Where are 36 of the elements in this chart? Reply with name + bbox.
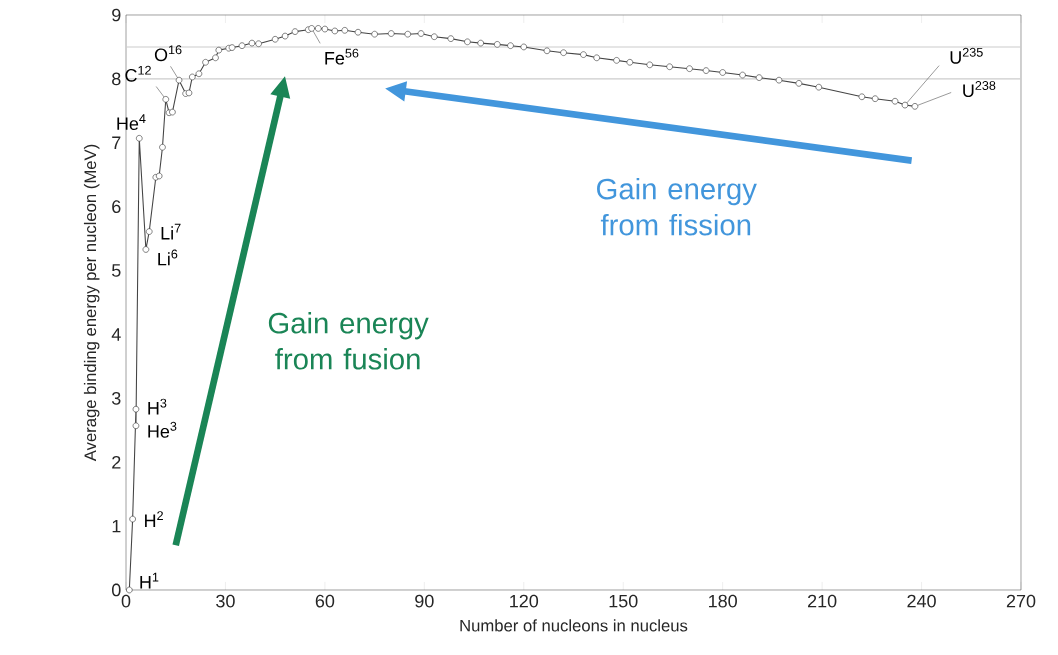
annotation: Fe$^{56}$ bbox=[325, 48, 359, 65]
x-tick-label: 30 bbox=[216, 594, 235, 608]
x-tick-label: 60 bbox=[315, 594, 335, 608]
y-tick-label: 9 bbox=[112, 8, 121, 22]
annotation: He$^{3}$ bbox=[148, 421, 177, 438]
y-tick-label: 3 bbox=[111, 391, 121, 405]
annotation: Li$^{7}$ bbox=[161, 223, 181, 240]
y-tick-label: 0 bbox=[111, 583, 121, 597]
x-tick-label: 180 bbox=[709, 594, 737, 608]
x-tick-label: 120 bbox=[510, 594, 539, 608]
x-axis-title: Number of nucleons in nucleus bbox=[460, 619, 688, 632]
x-tick-label: 210 bbox=[807, 594, 837, 608]
y-tick-label: 6 bbox=[112, 200, 121, 214]
annotation: He$^{4}$ bbox=[117, 114, 146, 131]
y-tick-label: 7 bbox=[112, 136, 121, 149]
annotation: Gain energy from fission bbox=[597, 177, 757, 236]
annotation: C$^{12}$ bbox=[125, 65, 151, 82]
annotation: H$^{3}$ bbox=[148, 398, 167, 415]
x-tick-label: 150 bbox=[609, 594, 638, 608]
annotation: O$^{16}$ bbox=[154, 45, 182, 62]
y-tick-label: 8 bbox=[112, 72, 121, 86]
y-tick-label: 5 bbox=[111, 264, 121, 277]
annotation: H$^{2}$ bbox=[145, 511, 163, 527]
x-tick-label: 90 bbox=[415, 594, 434, 608]
annotation: U$^{235}$ bbox=[950, 47, 983, 64]
y-tick-label: 4 bbox=[111, 328, 121, 341]
annotation: Li$^{6}$ bbox=[158, 249, 178, 266]
y-axis-title: Average binding energy per nucleon (MeV) bbox=[83, 144, 100, 462]
x-tick-label: 270 bbox=[1006, 594, 1036, 608]
y-tick-label: 1 bbox=[112, 519, 121, 533]
annotation: H$^{1}$ bbox=[140, 572, 159, 589]
annotation: Gain energy from fusion bbox=[268, 312, 429, 370]
y-tick-label: 2 bbox=[112, 455, 121, 469]
annotation: U$^{238}$ bbox=[963, 81, 996, 97]
x-tick-label: 240 bbox=[907, 594, 936, 608]
x-tick-label: 0 bbox=[121, 594, 131, 608]
